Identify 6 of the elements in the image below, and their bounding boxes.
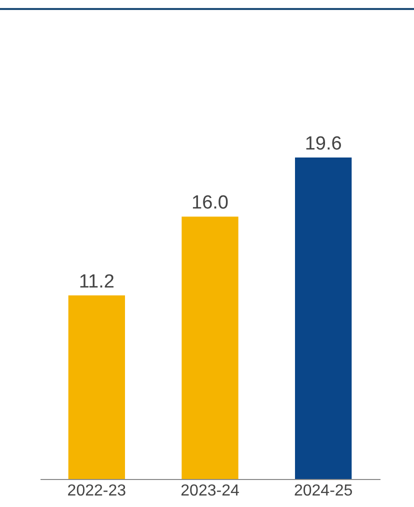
data-label: 19.6 bbox=[304, 134, 342, 155]
x-tick-label: 2023-24 bbox=[180, 482, 240, 500]
x-tick-label: 2024-25 bbox=[294, 482, 353, 500]
data-label: 11.2 bbox=[78, 271, 114, 292]
x-tick-label: 2022-23 bbox=[67, 482, 126, 500]
data-label: 16.0 bbox=[192, 192, 228, 214]
